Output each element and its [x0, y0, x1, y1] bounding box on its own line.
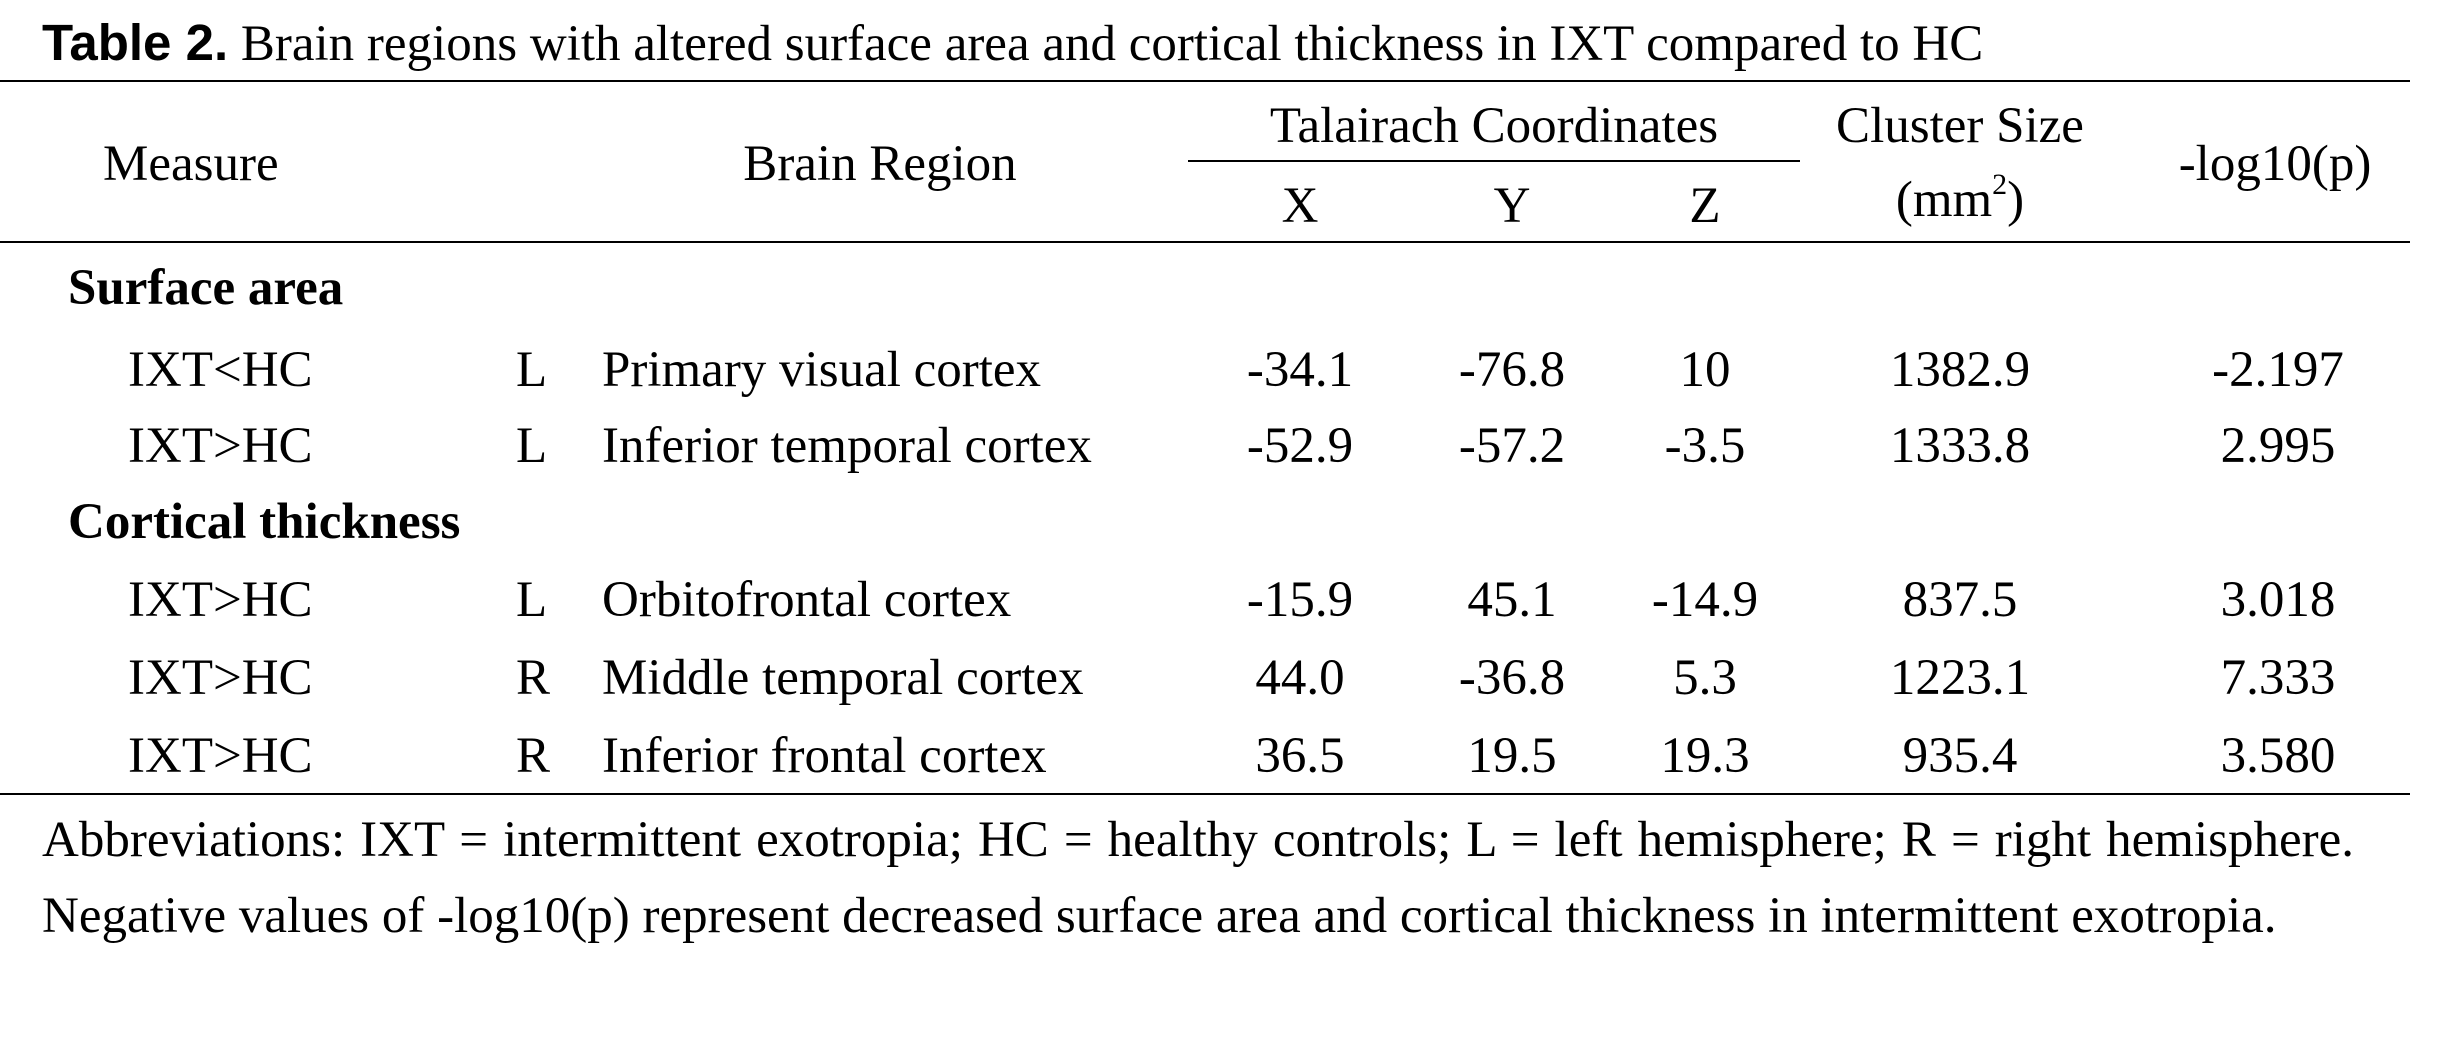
- row-hemisphere: L: [516, 418, 548, 474]
- header-x: X: [1281, 178, 1319, 234]
- row-brain-region: Primary visual cortex: [602, 342, 1042, 398]
- row-log10-p: 3.018: [2220, 572, 2336, 628]
- table-caption: Table 2. Brain regions with altered surf…: [42, 10, 1983, 77]
- row-y: -36.8: [1458, 650, 1566, 706]
- cluster-unit-close: ): [2007, 172, 2025, 228]
- header-log10-p: -log10(p): [2178, 136, 2372, 192]
- row-x: -34.1: [1246, 342, 1354, 398]
- table-footnote: Abbreviations: IXT = intermittent exotro…: [42, 812, 2354, 944]
- row-brain-region: Inferior frontal cortex: [602, 728, 1047, 784]
- row-cluster-size: 1223.1: [1889, 650, 2031, 706]
- row-log10-p: 2.995: [2220, 418, 2336, 474]
- row-log10-p: 7.333: [2220, 650, 2336, 706]
- table-caption-text: Brain regions with altered surface area …: [240, 16, 1984, 72]
- row-z: 10: [1679, 342, 1731, 398]
- section-title-cortical-thickness: Cortical thickness: [68, 494, 461, 550]
- header-brain-region: Brain Region: [743, 136, 1017, 192]
- row-measure: IXT>HC: [128, 728, 313, 784]
- row-y: 45.1: [1467, 572, 1557, 628]
- row-measure: IXT>HC: [128, 572, 313, 628]
- cluster-unit-open: (mm: [1895, 172, 1993, 228]
- row-cluster-size: 1382.9: [1889, 342, 2031, 398]
- row-x: -15.9: [1246, 572, 1354, 628]
- row-y: -76.8: [1458, 342, 1566, 398]
- row-y: -57.2: [1458, 418, 1566, 474]
- row-z: -3.5: [1664, 418, 1746, 474]
- row-hemisphere: R: [516, 650, 551, 706]
- row-x: -52.9: [1246, 418, 1354, 474]
- row-brain-region: Middle temporal cortex: [602, 650, 1084, 706]
- row-cluster-size: 837.5: [1902, 572, 2018, 628]
- header-z: Z: [1689, 178, 1721, 234]
- top-rule: [0, 80, 2410, 82]
- row-z: 19.3: [1660, 728, 1750, 784]
- section-title-surface-area: Surface area: [68, 260, 344, 316]
- row-log10-p: 3.580: [2220, 728, 2336, 784]
- row-cluster-size: 1333.8: [1889, 418, 2031, 474]
- bottom-rule: [0, 793, 2410, 795]
- talairach-subrule: [1188, 160, 1800, 162]
- row-brain-region: Inferior temporal cortex: [602, 418, 1092, 474]
- cluster-unit-superscript: 2: [1992, 168, 2008, 201]
- row-z: -14.9: [1651, 572, 1759, 628]
- row-cluster-size: 935.4: [1902, 728, 2018, 784]
- row-x: 44.0: [1255, 650, 1345, 706]
- row-y: 19.5: [1467, 728, 1557, 784]
- row-hemisphere: R: [516, 728, 551, 784]
- header-cluster-size-unit: (mm2): [1800, 170, 2120, 230]
- row-measure: IXT>HC: [128, 418, 313, 474]
- header-cluster-size: Cluster Size: [1836, 98, 2084, 154]
- row-measure: IXT>HC: [128, 650, 313, 706]
- header-measure: Measure: [103, 136, 279, 192]
- row-hemisphere: L: [516, 572, 548, 628]
- row-brain-region: Orbitofrontal cortex: [602, 572, 1012, 628]
- row-hemisphere: L: [516, 342, 548, 398]
- header-y: Y: [1493, 178, 1531, 234]
- row-log10-p: -2.197: [2212, 342, 2344, 398]
- table-label: Table 2.: [42, 14, 229, 71]
- row-measure: IXT<HC: [128, 342, 313, 398]
- header-talairach-coordinates: Talairach Coordinates: [1269, 98, 1719, 154]
- row-z: 5.3: [1673, 650, 1737, 706]
- header-rule: [0, 241, 2410, 243]
- row-x: 36.5: [1255, 728, 1345, 784]
